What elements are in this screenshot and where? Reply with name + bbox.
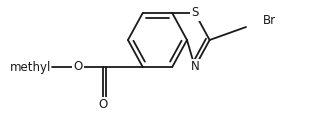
Text: methyl: methyl (10, 60, 51, 74)
Text: N: N (190, 60, 199, 74)
Text: O: O (99, 98, 108, 111)
Text: Br: Br (263, 13, 276, 27)
Text: S: S (191, 6, 199, 20)
Text: O: O (73, 60, 82, 74)
